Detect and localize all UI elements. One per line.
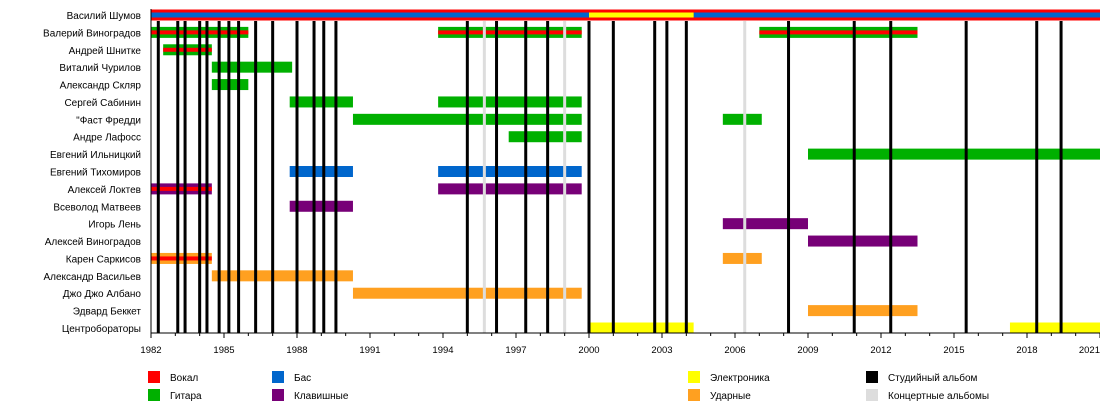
bar-drums — [808, 305, 918, 317]
member-name: Евгений Ильницкий — [50, 150, 141, 161]
x-tick-label: 1997 — [505, 345, 526, 356]
bar-guitar — [211, 61, 293, 73]
legend-label: Гитара — [170, 391, 202, 402]
member-row: Василий Шумов — [67, 9, 1100, 22]
member-row: Игорь Лень — [88, 218, 808, 231]
x-tick-label: 2015 — [943, 345, 964, 356]
member-row: Андре Лафосс — [73, 131, 582, 144]
member-row: Андрей Шнитке — [69, 44, 212, 57]
member-name: Андре Лафосс — [73, 132, 141, 144]
bar-guitar — [438, 96, 582, 108]
legend-label: Вокал — [170, 373, 198, 384]
bar-stripe-vocal — [151, 186, 212, 191]
member-name: Сергей Сабинин — [64, 97, 141, 109]
legend-label: Электроника — [710, 373, 770, 384]
member-row: Александр Васильев — [43, 270, 353, 283]
legend-swatch — [866, 389, 878, 401]
member-row: Алексей Локтев — [68, 183, 582, 196]
x-tick-label: 1982 — [140, 345, 161, 356]
bar-drums — [211, 270, 353, 282]
bar-electronics — [589, 322, 694, 334]
legend-item-keyboards: Клавишные — [272, 389, 349, 402]
legend-swatch — [272, 389, 284, 401]
legend-item-live: Концертные альбомы — [866, 389, 989, 402]
member-row: Евгений Тихомиров — [50, 166, 582, 179]
member-row: Карен Саркисов — [66, 252, 762, 265]
legend-label: Бас — [294, 373, 311, 384]
bar-guitar — [508, 131, 582, 143]
legend-swatch — [688, 389, 700, 401]
legend-item-electronics: Электроника — [688, 371, 770, 384]
member-row: Сергей Сабинин — [64, 96, 582, 109]
bar-stripe-vocal — [759, 30, 918, 35]
x-tick-label: 1985 — [213, 345, 234, 356]
legend-label: Ударные — [710, 391, 751, 402]
member-name: "Фаст Фредди — [76, 115, 141, 126]
bar-keyboards — [438, 183, 582, 195]
bar-bass — [289, 166, 353, 177]
x-tick-label: 1988 — [286, 345, 307, 356]
legend-item-studio: Студийный альбом — [866, 371, 978, 384]
legend-item-drums: Ударные — [688, 389, 751, 402]
member-name: Валерий Виноградов — [43, 28, 141, 39]
bar-drums — [722, 252, 762, 264]
member-name: Андрей Шнитке — [69, 46, 142, 57]
member-name: Центробораторы — [62, 323, 141, 335]
bar-guitar — [289, 96, 353, 108]
x-tick-label: 1991 — [359, 345, 380, 356]
member-name: Виталий Чурилов — [59, 63, 141, 74]
member-name: Алексей Локтев — [68, 185, 141, 196]
legend-swatch — [866, 371, 878, 383]
member-name: Игорь Лень — [88, 220, 141, 231]
x-tick-label: 2000 — [578, 345, 599, 356]
bar-keyboards — [289, 200, 353, 212]
x-tick-label: 2012 — [870, 345, 891, 356]
bar-stripe-vocal — [151, 256, 212, 261]
legend-swatch — [688, 371, 700, 383]
bar-stripe-vocal — [163, 47, 212, 52]
x-tick-label: 2009 — [797, 345, 818, 356]
legend-label: Студийный альбом — [888, 372, 978, 384]
member-row: Виталий Чурилов — [59, 61, 293, 74]
legend-item-vocal: Вокал — [148, 371, 198, 384]
legend-swatch — [148, 389, 160, 401]
x-tick-label: 2006 — [724, 345, 745, 356]
member-row: Алексей Виноградов — [45, 235, 918, 248]
x-tick-label: 2003 — [651, 345, 672, 356]
legend-item-guitar: Гитара — [148, 389, 202, 402]
bar-keyboards — [808, 235, 918, 247]
legend-swatch — [148, 371, 160, 383]
bar-guitar — [808, 148, 1100, 160]
legend-item-bass: Бас — [272, 371, 311, 384]
member-name: Василий Шумов — [67, 11, 141, 22]
member-name: Джо Джо Албано — [63, 288, 142, 300]
bar-bass — [438, 166, 582, 177]
member-name: Всеволод Матвеев — [53, 202, 141, 213]
x-tick-label: 2021 — [1079, 345, 1100, 356]
member-name: Алексей Виноградов — [45, 237, 141, 248]
x-tick-label: 1994 — [432, 345, 453, 356]
x-tick-label: 2018 — [1016, 345, 1037, 356]
member-row: Евгений Ильницкий — [50, 148, 1100, 161]
member-row: Валерий Виноградов — [43, 26, 918, 39]
member-row: Джо Джо Албано — [63, 287, 582, 300]
bar-keyboards — [722, 218, 808, 230]
bar-stripe-vocal — [438, 30, 582, 35]
member-name: Евгений Тихомиров — [50, 168, 141, 179]
member-row: Всеволод Матвеев — [53, 200, 353, 213]
member-row: Центробораторы — [62, 322, 1100, 335]
bar-guitar — [722, 113, 762, 125]
member-row: Эдвард Беккет — [73, 305, 918, 318]
member-name: Александр Скляр — [60, 81, 142, 92]
legend-label: Концертные альбомы — [888, 390, 989, 402]
member-name: Карен Саркисов — [66, 254, 141, 265]
member-name: Александр Васильев — [43, 272, 141, 283]
legend-label: Клавишные — [294, 391, 349, 402]
legend-swatch — [272, 371, 284, 383]
bar-electronics — [1009, 322, 1100, 334]
bar-stripe-electronics — [589, 12, 694, 18]
member-name: Эдвард Беккет — [73, 307, 142, 318]
